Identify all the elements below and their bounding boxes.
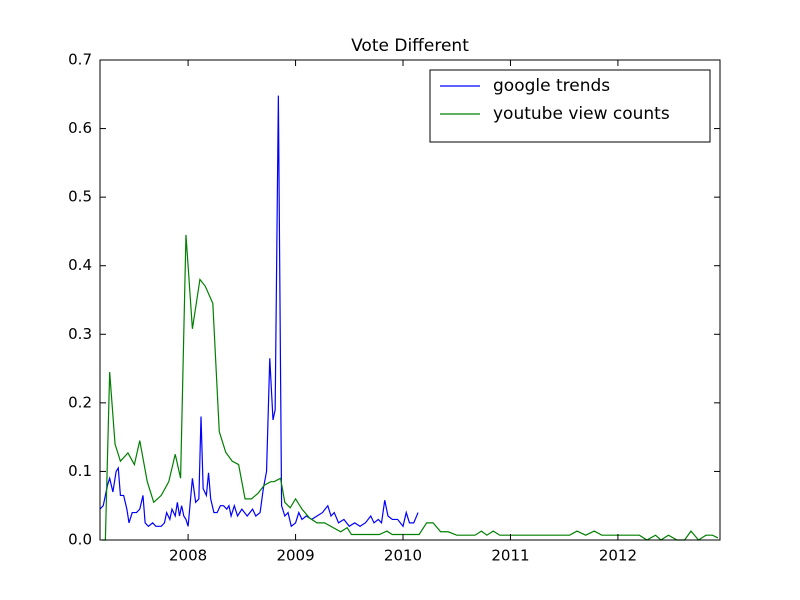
y-tick-label: 0.7 — [68, 51, 92, 69]
y-tick-label: 0.2 — [68, 393, 92, 411]
legend-label: youtube view counts — [493, 104, 670, 124]
chart-title: Vote Different — [351, 36, 469, 56]
x-tick-label: 2010 — [384, 547, 422, 565]
y-tick-label: 0.4 — [68, 256, 92, 274]
y-tick-label: 0.6 — [68, 119, 92, 137]
y-tick-label: 0.0 — [68, 531, 92, 549]
x-tick-label: 2008 — [169, 547, 207, 565]
x-tick-label: 2011 — [491, 547, 529, 565]
legend-box — [429, 69, 711, 143]
y-tick-label: 0.1 — [68, 462, 92, 480]
series-line — [99, 95, 419, 528]
x-tick-label: 2012 — [599, 547, 637, 565]
plot-frame — [99, 59, 721, 541]
y-tick-label: 0.5 — [68, 188, 92, 206]
legend-label: google trends — [493, 76, 610, 96]
y-tick-label: 0.3 — [68, 325, 92, 343]
series-line — [102, 234, 719, 541]
x-tick-label: 2009 — [276, 547, 314, 565]
